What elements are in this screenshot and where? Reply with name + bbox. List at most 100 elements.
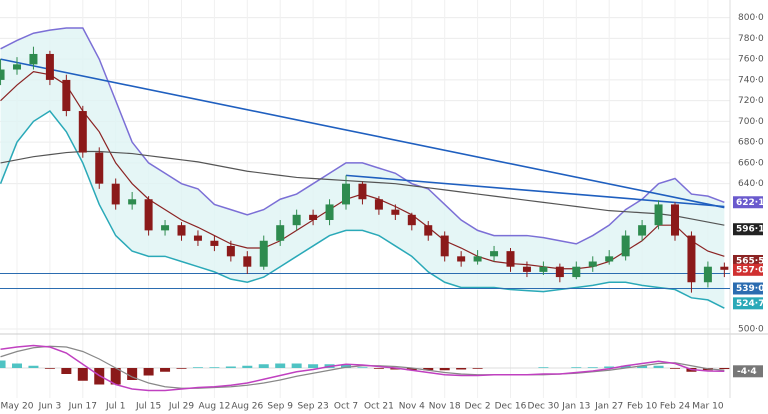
band-upper: [0, 27, 725, 245]
candle-body: [671, 204, 679, 236]
price-tag: [733, 223, 763, 236]
candle-body: [193, 235, 202, 241]
x-tick-label: Jan 13: [561, 402, 590, 412]
y-tick-label: 640·0: [738, 179, 764, 189]
candle-body: [177, 225, 186, 236]
x-tick-label: Oct 7: [334, 402, 358, 412]
candle-body: [78, 111, 87, 153]
candle-body: [374, 199, 383, 210]
x-tick-label: Dec 2: [465, 402, 491, 412]
x-tick-label: Mar 10: [692, 402, 724, 412]
macd-histogram-bar: [373, 368, 384, 369]
candle-body: [0, 69, 5, 80]
candle-body: [95, 152, 104, 184]
candle-body: [62, 79, 71, 112]
price-tag-label: 622·1: [736, 198, 764, 208]
candle-body: [506, 251, 515, 267]
candle-body: [588, 261, 597, 267]
x-tick-label: Aug 12: [198, 402, 230, 412]
macd-histogram-bar: [44, 368, 55, 369]
price-tag-label: 596·1: [736, 225, 764, 235]
macd-histogram-bar: [275, 363, 286, 368]
candle-body: [276, 225, 285, 241]
macd-histogram-bar: [143, 368, 154, 376]
macd-histogram-bar: [209, 367, 220, 368]
candle-body: [605, 256, 614, 262]
macd-histogram-bar: [719, 368, 730, 370]
x-tick-label: Nov 4: [399, 402, 425, 412]
macd-histogram-bar: [110, 368, 121, 385]
macd-histogram-bar: [571, 367, 582, 368]
macd-histogram-bar: [357, 367, 368, 368]
macd-histogram-bar: [620, 365, 631, 368]
macd-histogram-bar: [258, 364, 269, 368]
y-tick-label: 700·0: [738, 117, 764, 127]
candle-body: [522, 266, 531, 272]
macd-histogram-bar: [160, 368, 171, 372]
candle-body: [342, 183, 350, 205]
candle-body: [13, 64, 21, 70]
macd-histogram-bar: [127, 368, 138, 380]
x-tick-label: Jan 27: [594, 402, 623, 412]
band-fill: [0, 28, 725, 309]
trendline: [345, 174, 725, 208]
macd-tag-label: -4·4: [737, 367, 757, 377]
macd-tag: [733, 365, 763, 378]
macd-line: [0, 344, 725, 392]
candle-body: [490, 251, 499, 257]
macd-histogram-bar: [406, 368, 417, 371]
candle-body: [572, 266, 581, 278]
price-tag: [733, 282, 763, 295]
macd-histogram-bar: [0, 360, 6, 368]
macd-histogram-bar: [28, 365, 39, 368]
candle-body: [161, 225, 170, 231]
x-tick-label: Jul 1: [105, 402, 125, 412]
macd-histogram-bar: [341, 365, 351, 368]
macd-histogram-bar: [291, 363, 302, 368]
y-tick-label: 800·0: [738, 13, 764, 23]
candle-body: [111, 183, 120, 205]
macd-histogram-bar: [242, 365, 253, 368]
x-tick-label: Dec 16: [495, 402, 527, 412]
candle-body: [687, 235, 696, 283]
x-tick-label: Aug 26: [231, 402, 263, 412]
macd-histogram-bar: [192, 367, 203, 368]
candle-body: [309, 214, 318, 220]
candle-body: [210, 240, 219, 246]
candle-body: [638, 225, 647, 236]
candle-body: [720, 266, 729, 270]
candle-body: [539, 266, 548, 272]
x-tick-label: Sep 9: [267, 402, 293, 412]
candle-body: [45, 53, 54, 80]
macd-histogram-bar: [670, 368, 680, 369]
candle-body: [473, 256, 482, 262]
macd-histogram-bar: [653, 365, 664, 368]
price-tag-label: 565·5: [736, 256, 764, 266]
price-tag-label: 557·0: [736, 265, 764, 275]
x-tick-label: Jun 17: [68, 402, 97, 412]
candle-body: [325, 204, 334, 220]
band-lower: [0, 110, 725, 309]
macd-histogram-bar: [176, 368, 187, 369]
macd-histogram-bar: [423, 368, 434, 371]
price-tag: [733, 196, 763, 209]
macd-histogram-bar: [61, 368, 72, 374]
candle-body: [259, 240, 268, 267]
x-tick-label: Sep 23: [297, 402, 328, 412]
trendline: [0, 58, 725, 209]
candle-body: [457, 256, 466, 262]
x-tick-label: Dec 30: [528, 402, 560, 412]
macd-histogram-bar: [637, 365, 648, 368]
x-tick-label: Jun 3: [38, 402, 62, 412]
macd-histogram-bar: [308, 364, 319, 368]
y-tick-label: 500·0: [738, 324, 764, 334]
macd-histogram-bar: [472, 368, 483, 369]
candle-body: [292, 214, 301, 226]
x-tick-label: Jul 29: [168, 402, 194, 412]
price-tag: [733, 297, 763, 310]
candle-body: [440, 235, 449, 257]
macd-histogram-bar: [456, 368, 467, 370]
macd-histogram-bar: [12, 363, 22, 368]
